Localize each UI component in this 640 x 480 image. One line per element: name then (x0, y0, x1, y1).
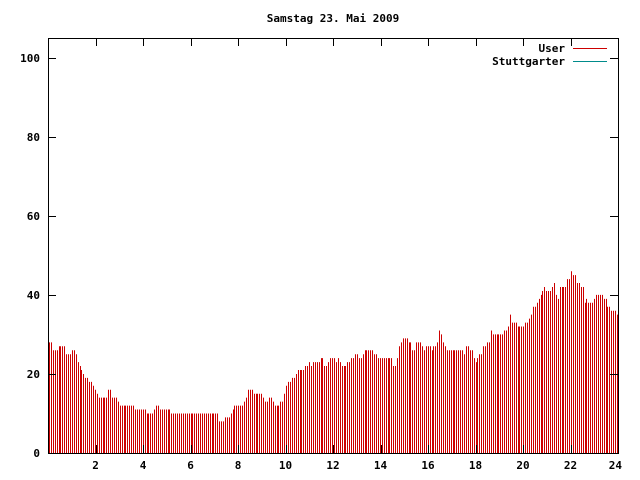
y-tick-label: 0 (33, 447, 40, 460)
y-tick-label: 100 (20, 52, 40, 65)
bar-series-user (49, 271, 618, 453)
x-tick-label: 10 (279, 459, 292, 472)
x-tick-label: 12 (326, 459, 339, 472)
x-tick-label: 4 (140, 459, 147, 472)
chart-title: Samstag 23. Mai 2009 (267, 12, 399, 25)
y-tick-label: 40 (27, 289, 40, 302)
y-tick-label: 20 (27, 368, 40, 381)
legend-label: User (539, 42, 566, 55)
x-tick-label: 14 (374, 459, 388, 472)
x-tick-label: 20 (516, 459, 529, 472)
x-tick-label: 18 (469, 459, 482, 472)
y-tick-label: 60 (27, 210, 40, 223)
legend-label: Stuttgarter (492, 55, 565, 68)
x-tick-label: 8 (235, 459, 242, 472)
x-tick-label: 6 (187, 459, 194, 472)
x-tick-label: 22 (564, 459, 577, 472)
x-tick-label: 2 (92, 459, 99, 472)
y-tick-label: 80 (27, 131, 40, 144)
x-tick-label: 24 (609, 459, 623, 472)
x-tick-label: 16 (421, 459, 435, 472)
